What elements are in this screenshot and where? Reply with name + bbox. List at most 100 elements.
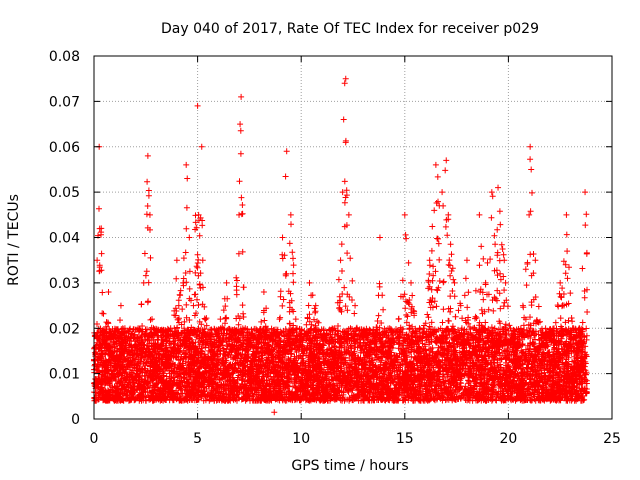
data-point [470,325,477,332]
data-point [236,211,243,218]
y-tick-label: 0.08 [49,49,80,65]
data-point [513,347,520,354]
data-point [339,189,346,196]
data-point [167,325,174,332]
data-point [267,334,274,341]
x-tick-label: 10 [292,431,310,447]
y-tick-label: 0.05 [49,185,80,201]
data-point [229,343,236,350]
data-point [186,234,193,241]
data-point [439,189,446,196]
data-point [183,161,190,168]
data-point [105,288,112,295]
data-point [140,279,147,286]
data-point [501,257,508,264]
data-point [582,189,589,196]
y-tick-label: 0.03 [49,276,80,292]
data-point [128,361,135,368]
data-point [331,325,338,332]
data-point [294,325,301,332]
data-point [575,361,582,368]
data-point [122,379,129,386]
data-point [526,211,533,218]
y-tick-label: 0 [71,412,80,428]
data-point [401,211,408,218]
data-point [557,279,564,286]
y-tick-label: 0.02 [49,321,80,337]
data-point [248,370,255,377]
x-tick-label: 5 [193,431,202,447]
data-point [482,279,489,286]
data-point [395,316,402,323]
data-point [463,257,470,264]
data-point [101,334,108,341]
data-point [271,409,278,416]
data-point [426,257,433,264]
y-tick-label: 0.06 [49,140,80,156]
data-point [376,234,383,241]
data-point [198,143,205,150]
data-point [306,279,313,286]
data-point [184,175,191,182]
data-point [364,370,371,377]
data-point [563,211,570,218]
data-point [109,370,116,377]
data-point [92,361,99,368]
data-point [223,279,230,286]
data-point [341,80,348,87]
data-point [389,361,396,368]
data-point [340,116,347,123]
data-point [550,325,557,332]
data-point [527,143,534,150]
data-point [383,334,390,341]
data-point [370,347,377,354]
data-point [204,334,211,341]
data-point [519,302,526,309]
data-point [113,347,120,354]
data-point [238,93,245,100]
data-point [325,361,332,368]
data-point [173,257,180,264]
data-point [451,279,458,286]
data-points [91,75,591,416]
data-point [532,257,539,264]
data-point [495,184,502,191]
data-point [180,279,187,286]
data-point [569,325,576,332]
data-point [155,370,162,377]
data-point [94,257,101,264]
data-point [544,361,551,368]
data-point [358,334,365,341]
y-tick-label: 0.07 [49,94,80,110]
axis-ticks [93,55,613,420]
scatter-cloud [91,127,591,404]
data-point [420,325,427,332]
data-point [117,302,124,309]
data-point [476,211,483,218]
data-point [254,347,261,354]
data-point [242,325,249,332]
data-point [98,225,105,232]
x-tick-label: 15 [396,431,414,447]
data-point [312,302,319,309]
data-point [507,325,514,332]
data-point [287,211,294,218]
data-point [199,257,206,264]
data-point [352,302,359,309]
data-point [538,334,545,341]
data-point [342,75,349,82]
data-point [345,211,352,218]
data-point [194,102,201,109]
data-point [279,234,286,241]
data-point [161,352,168,359]
data-point [488,189,495,196]
data-point [211,361,218,368]
chart-title: Day 040 of 2017, Rate Of TEC Index for r… [161,21,539,37]
data-point [300,347,307,354]
x-axis-label: GPS time / hours [291,458,408,474]
data-point [432,161,439,168]
x-tick-label: 25 [603,431,621,447]
y-tick-label: 0.04 [49,231,80,247]
data-point [237,121,244,128]
